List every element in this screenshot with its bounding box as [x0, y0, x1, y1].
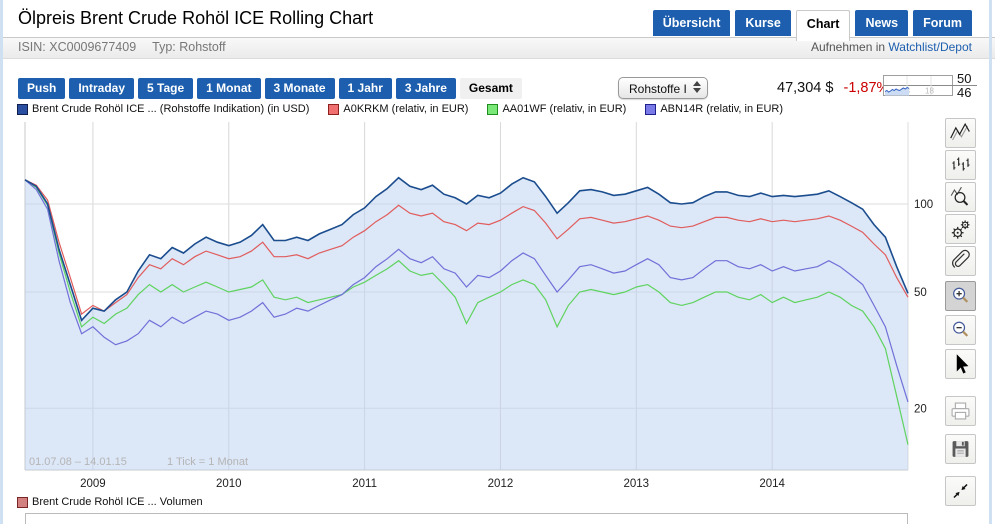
- paperclip-icon: [952, 249, 970, 268]
- isin-label: ISIN: XC0009677409: [18, 40, 137, 54]
- legend-swatch-aa01wf: [487, 103, 499, 115]
- page-left-border: [0, 0, 3, 524]
- chart-zoom-mode-button[interactable]: [945, 182, 976, 212]
- tab-uebersicht[interactable]: Übersicht: [652, 10, 731, 36]
- range-gesamt-button[interactable]: Gesamt: [459, 78, 522, 99]
- zoom-out-icon: [953, 321, 969, 337]
- range-5tage-button[interactable]: 5 Tage: [138, 78, 194, 99]
- bar-chart-icon: [952, 157, 970, 171]
- svg-text:2013: 2013: [624, 478, 650, 490]
- legend-item-aa01wf: AA01WF (relativ, in EUR): [487, 103, 626, 115]
- svg-text:100: 100: [914, 199, 933, 211]
- range-buttons: Push Intraday 5 Tage 1 Monat 3 Monate 1 …: [18, 78, 522, 99]
- svg-text:2011: 2011: [352, 478, 377, 490]
- gears-icon: [951, 220, 970, 239]
- watchlist-line: Aufnehmen in Watchlist/Depot: [811, 40, 972, 54]
- chart-link-button[interactable]: [945, 246, 976, 276]
- save-button[interactable]: [945, 434, 976, 464]
- range-1monat-button[interactable]: 1 Monat: [197, 78, 261, 99]
- legend-item-a0krkm: A0KRKM (relativ, in EUR): [328, 103, 468, 115]
- range-push-button[interactable]: Push: [18, 78, 66, 99]
- watchlist-link[interactable]: Watchlist/Depot: [888, 40, 972, 54]
- sparkline-low-label: 46: [957, 85, 972, 100]
- legend-item-abn14r: ABN14R (relativ, in EUR): [645, 103, 783, 115]
- tab-chart[interactable]: Chart: [795, 10, 851, 41]
- tab-kurse[interactable]: Kurse: [735, 10, 791, 36]
- chart-type-bars-button[interactable]: [945, 150, 976, 180]
- page-title: Ölpreis Brent Crude Rohöl ICE Rolling Ch…: [18, 8, 374, 28]
- volume-chart-area: [25, 513, 908, 524]
- range-1jahr-button[interactable]: 1 Jahr: [338, 78, 392, 99]
- range-intraday-button[interactable]: Intraday: [69, 78, 135, 99]
- print-button[interactable]: [945, 396, 976, 426]
- last-price: 47,304 $: [777, 80, 834, 96]
- chart-legend: Brent Crude Rohöl ICE ... (Rohstoffe Ind…: [17, 103, 783, 115]
- range-3jahre-button[interactable]: 3 Jahre: [395, 78, 456, 99]
- typ-label: Typ: Rohstoff: [152, 40, 226, 54]
- legend-item-brent: Brent Crude Rohöl ICE ... (Rohstoffe Ind…: [17, 103, 309, 115]
- range-3monate-button[interactable]: 3 Monate: [264, 78, 335, 99]
- intraday-sparkline: 1318: [883, 75, 978, 102]
- svg-text:50: 50: [914, 287, 927, 299]
- svg-text:2009: 2009: [80, 478, 106, 490]
- svg-text:20: 20: [914, 403, 927, 415]
- volume-swatch: [17, 496, 28, 508]
- nav-tabs: Übersicht Kurse Chart News Forum: [652, 10, 972, 41]
- benchmark-select[interactable]: Rohstoffe I: [618, 77, 708, 99]
- floppy-disk-icon: [952, 441, 969, 457]
- chart-type-lines-button[interactable]: [945, 118, 976, 148]
- collapse-arrows-icon: [953, 483, 968, 499]
- legend-swatch-a0krkm: [328, 103, 340, 115]
- zoom-out-button[interactable]: [945, 315, 976, 345]
- instrument-meta: ISIN: XC0009677409 Typ: Rohstoff: [18, 40, 242, 54]
- benchmark-select-value: Rohstoffe I: [629, 82, 687, 96]
- printer-icon: [951, 402, 970, 420]
- volume-legend: Brent Crude Rohöl ICE ... Volumen: [17, 496, 203, 508]
- pointer-tool-button[interactable]: [945, 349, 976, 379]
- legend-label-a0krkm: A0KRKM (relativ, in EUR): [343, 103, 469, 115]
- quote-line: 47,304 $ -1,87%: [777, 80, 889, 96]
- tab-news[interactable]: News: [855, 10, 909, 36]
- subheader-bar: [0, 37, 995, 59]
- legend-label-brent: Brent Crude Rohöl ICE ... (Rohstoffe Ind…: [32, 103, 310, 115]
- zoom-in-button[interactable]: [945, 281, 976, 311]
- legend-swatch-abn14r: [645, 103, 657, 115]
- legend-label-abn14r: ABN14R (relativ, in EUR): [660, 103, 784, 115]
- select-stepper-icon: [693, 81, 701, 93]
- sparkline-high-label: 50: [957, 71, 972, 86]
- chart-plot-area[interactable]: [25, 122, 908, 470]
- svg-text:2010: 2010: [216, 478, 242, 490]
- watchlist-prefix: Aufnehmen in: [811, 40, 886, 54]
- tab-forum[interactable]: Forum: [913, 10, 972, 36]
- price-change: -1,87%: [843, 80, 890, 96]
- svg-text:18: 18: [925, 87, 934, 96]
- page-right-border: [989, 0, 992, 524]
- svg-text:2014: 2014: [759, 478, 785, 490]
- zoom-in-icon: [953, 287, 969, 303]
- line-chart-icon: [950, 122, 970, 141]
- legend-swatch-brent: [17, 103, 28, 115]
- chart-settings-button[interactable]: [945, 214, 976, 244]
- svg-text:2012: 2012: [488, 478, 514, 490]
- collapse-chart-button[interactable]: [945, 476, 976, 506]
- volume-label: Brent Crude Rohöl ICE ... Volumen: [32, 496, 203, 508]
- chart-magnifier-icon: [950, 186, 969, 206]
- legend-label-aa01wf: AA01WF (relativ, in EUR): [502, 103, 627, 115]
- cursor-icon: [956, 354, 969, 374]
